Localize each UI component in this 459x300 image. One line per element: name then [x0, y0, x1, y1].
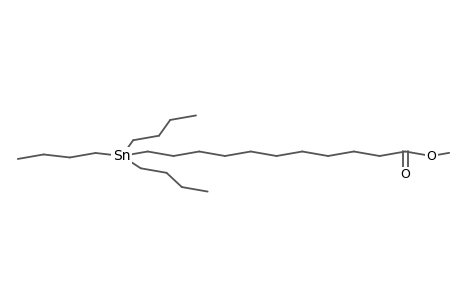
- Text: O: O: [400, 168, 409, 181]
- Text: O: O: [425, 149, 435, 163]
- Text: Sn: Sn: [113, 149, 130, 163]
